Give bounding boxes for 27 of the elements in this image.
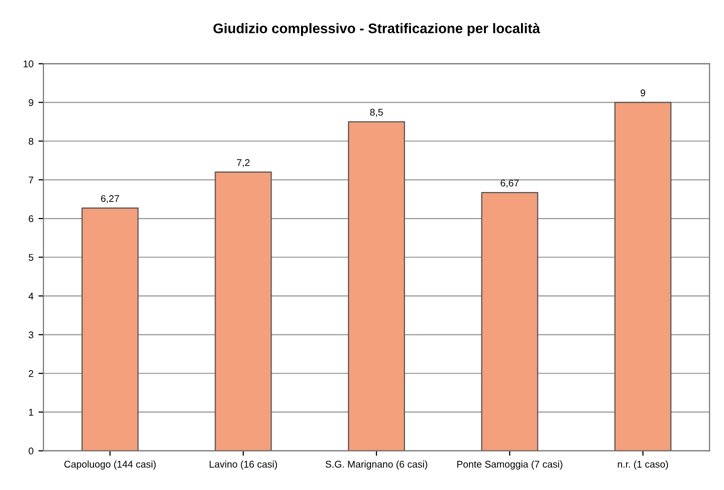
y-tick-label: 7 — [28, 176, 34, 184]
y-tick-label: 0 — [28, 448, 34, 454]
y-tick-label: 8 — [28, 138, 34, 145]
data-label: 6,27 — [101, 195, 120, 204]
x-tick-label: S.G. Marignano (6 casi) — [326, 460, 428, 470]
y-tick-label: 9 — [28, 99, 34, 106]
y-tick-label: 5 — [28, 254, 34, 261]
data-label: 6,67 — [500, 180, 519, 188]
bar — [614, 102, 672, 451]
y-tick-label: 4 — [28, 292, 34, 300]
bar — [348, 121, 406, 451]
x-tick-label: n.r. (1 caso) — [618, 460, 668, 470]
y-tick-label: 6 — [28, 215, 34, 222]
x-tick-label: Ponte Samoggia (7 casi) — [457, 460, 562, 470]
data-label: 9 — [640, 89, 646, 96]
y-tick-label: 3 — [28, 331, 34, 338]
x-tick-label: Lavino (16 casi) — [210, 460, 277, 470]
bar — [481, 192, 538, 451]
y-tick-label: 2 — [28, 370, 34, 377]
data-label: 8,5 — [370, 108, 383, 117]
y-tick-label: 1 — [29, 408, 34, 416]
bar — [214, 172, 272, 451]
x-tick-label: Capoluogo (144 casi) — [64, 460, 156, 470]
data-label: 7,2 — [237, 159, 250, 168]
bar — [82, 208, 139, 451]
y-tick-label: 10 — [24, 60, 34, 68]
chart-title: Giudizio complessivo - Stratificazione per località — [213, 22, 540, 36]
